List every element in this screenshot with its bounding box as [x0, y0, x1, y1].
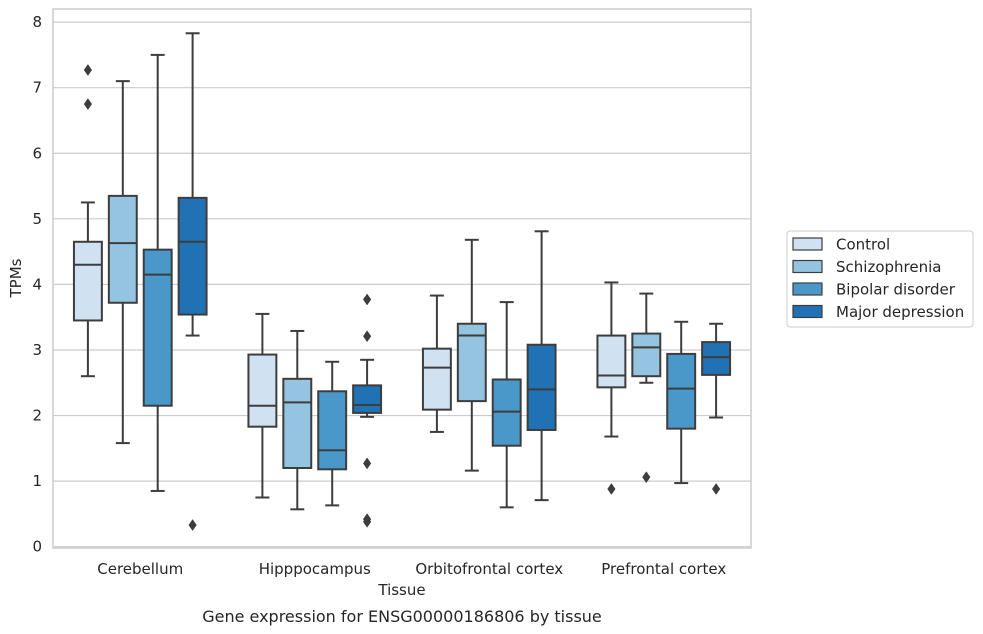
box-iqr — [596, 334, 627, 389]
box-iqr — [72, 240, 103, 322]
box-3-2 — [666, 320, 697, 485]
box-iqr — [282, 377, 313, 470]
plot-frame — [52, 8, 752, 549]
outlier-marker — [607, 483, 616, 495]
box-iqr — [142, 248, 173, 407]
box-iqr — [177, 196, 208, 316]
box-3-0 — [596, 281, 627, 495]
x-tick-labels: Cerebellum Hipppocampus Orbitofrontal cort… — [97, 560, 726, 578]
box-0-3 — [177, 32, 208, 531]
legend: Control Schizophrenia Bipolar disorder Majo… — [786, 230, 974, 328]
outlier-marker — [642, 471, 651, 484]
legend-swatch — [792, 259, 823, 274]
y-tick-label: 2 — [32, 407, 42, 425]
y-tick-label: 4 — [32, 275, 42, 293]
outlier-marker — [188, 519, 197, 531]
y-tick-label: 1 — [32, 472, 42, 490]
outlier-marker — [362, 457, 372, 470]
outlier-marker — [83, 98, 93, 111]
chart-caption: Gene expression for ENSG00000186806 by t… — [202, 607, 602, 626]
box-0-1 — [107, 80, 138, 445]
box-iqr — [666, 352, 697, 430]
box-iqr — [352, 384, 383, 414]
y-tick-label: 0 — [32, 538, 42, 556]
box-iqr — [247, 353, 278, 428]
box-iqr — [701, 341, 732, 376]
box-2-1 — [456, 238, 487, 472]
y-tick-labels: 0 1 2 3 4 5 6 7 8 — [32, 13, 42, 556]
box-2-0 — [421, 294, 452, 433]
box-iqr — [631, 332, 662, 378]
box-series — [72, 32, 732, 531]
x-tick-label: Hipppocampus — [259, 560, 371, 578]
outlier-marker — [362, 513, 372, 526]
box-iqr — [421, 347, 452, 411]
box-0-0 — [72, 64, 103, 378]
box-iqr — [317, 390, 348, 471]
box-2-2 — [491, 301, 522, 509]
y-tick-label: 7 — [32, 79, 42, 97]
outlier-marker — [362, 330, 372, 343]
legend-label: Control — [836, 236, 890, 254]
box-1-2 — [317, 360, 348, 507]
legend-label: Schizophrenia — [836, 258, 941, 276]
legend-swatch — [792, 237, 823, 251]
box-3-3 — [701, 322, 732, 495]
y-tick-label: 6 — [32, 144, 42, 162]
legend-label: Bipolar disorder — [836, 281, 956, 299]
box-2-3 — [526, 230, 557, 502]
box-3-1 — [631, 292, 662, 484]
y-axis-title: TPMs — [7, 258, 25, 298]
x-axis-title: Tissue — [377, 581, 425, 599]
x-tick-label: Orbitofrontal cortex — [415, 560, 563, 578]
legend-label: Major depression — [836, 303, 964, 321]
legend-swatch — [792, 282, 823, 296]
box-iqr — [107, 194, 138, 304]
y-tick-label: 3 — [32, 341, 42, 359]
legend-frame — [786, 230, 974, 328]
box-iqr — [456, 322, 487, 403]
x-tick-label: Cerebellum — [97, 560, 183, 578]
y-tick-label: 5 — [32, 210, 42, 228]
y-tick-label: 8 — [32, 13, 42, 31]
box-1-0 — [247, 312, 278, 499]
x-tick-label: Prefrontal cortex — [601, 560, 726, 578]
outlier-marker — [83, 64, 93, 76]
outlier-marker — [362, 293, 372, 306]
outlier-marker — [711, 483, 721, 495]
box-iqr — [526, 343, 557, 431]
legend-swatch — [792, 304, 823, 319]
box-1-1 — [282, 329, 313, 511]
box-1-3 — [352, 293, 383, 528]
box-0-2 — [142, 53, 173, 492]
